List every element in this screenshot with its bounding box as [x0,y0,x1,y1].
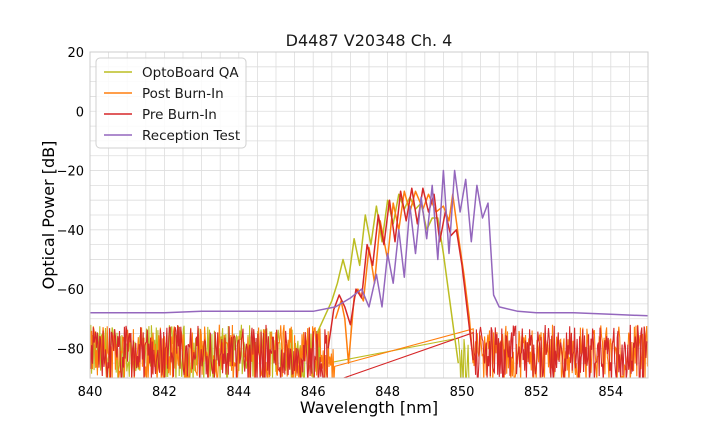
legend-label: Reception Test [142,128,240,144]
chart-title: D4487 V20348 Ch. 4 [286,31,453,50]
legend-label: Post Burn-In [142,86,224,102]
legend-label: Pre Burn-In [142,107,217,123]
series-line-3 [90,169,648,317]
x-tick-label: 850 [450,385,475,400]
y-tick-label: 20 [67,46,84,61]
series-noise-2 [90,324,648,378]
y-tick-label: −40 [57,224,84,239]
x-tick-label: 854 [598,385,623,400]
x-tick-label: 844 [226,385,251,400]
legend: OptoBoard QA Post Burn-In Pre Burn-In Recep… [95,57,247,149]
x-axis-label: Wavelength [nm] [300,398,438,417]
y-tick-label: −60 [57,283,84,298]
x-tick-label: 846 [301,385,326,400]
y-tick-label: −20 [57,165,84,180]
legend-box [95,57,247,149]
y-tick-label: −80 [57,342,84,357]
x-tick-label: 842 [152,385,177,400]
x-tick-label: 852 [524,385,549,400]
plot-frame [89,51,649,379]
x-tick-label: 840 [78,385,103,400]
y-tick-label: 0 [76,105,84,120]
tick-labels: 840 842 844 846 848 850 852 854 20 0 −20 −40 −60 −80 [57,46,624,400]
legend-label: OptoBoard QA [142,65,239,81]
plot-area [90,169,648,378]
y-axis-label: Optical Power [dB] [39,141,58,290]
x-tick-label: 848 [375,385,400,400]
series-line-2 [327,187,474,361]
